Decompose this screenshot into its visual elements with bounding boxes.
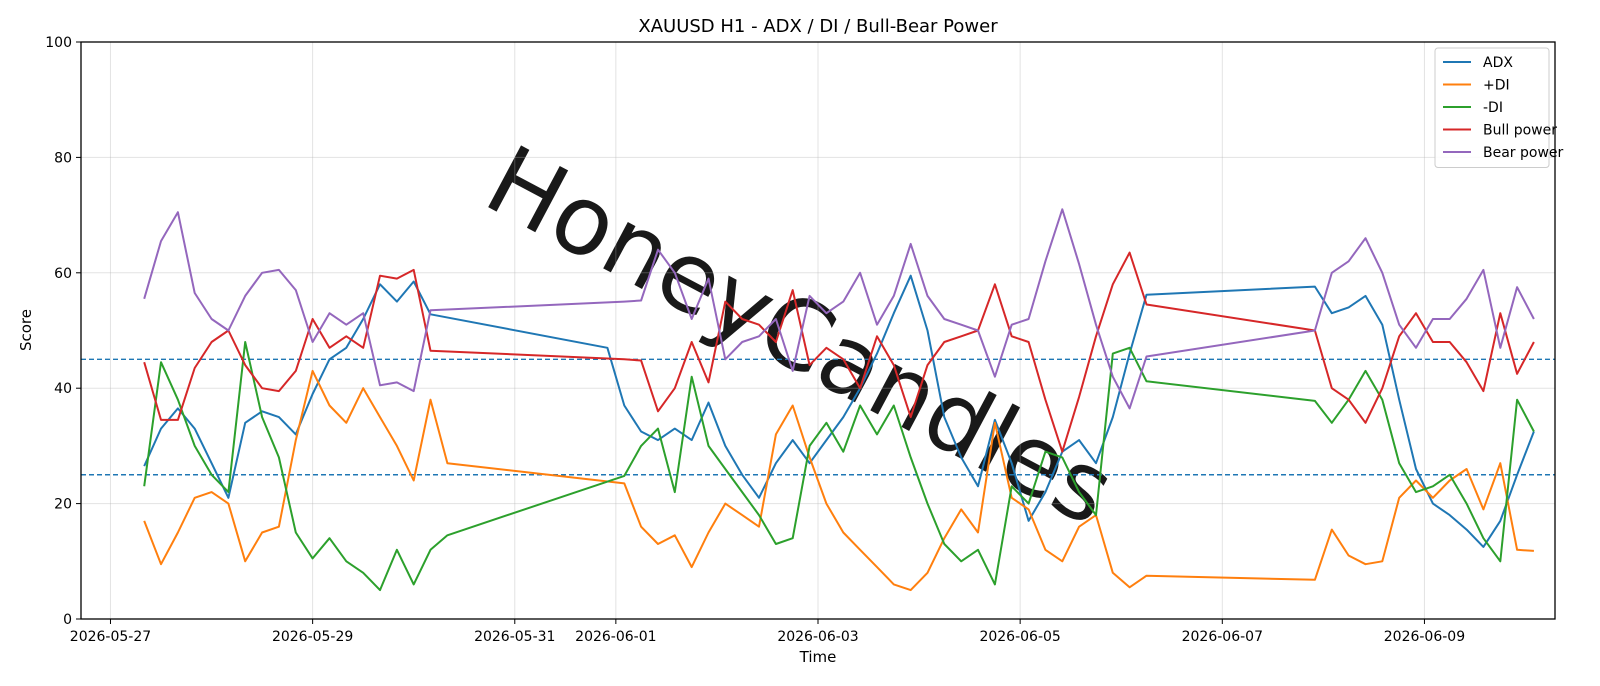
x-tick-label: 2026-06-07 bbox=[1182, 629, 1263, 645]
x-axis-ticks: 2026-05-27 2026-05-29 2026-05-31 2026-06-01… bbox=[70, 619, 1465, 645]
series-line--di bbox=[143, 369, 1534, 592]
legend-label: ADX bbox=[1483, 55, 1513, 71]
y-axis-ticks: 0 20 40 60 80 100 bbox=[45, 35, 81, 628]
x-axis-label: Time bbox=[799, 648, 837, 666]
x-tick-label: 2026-06-09 bbox=[1384, 629, 1465, 645]
series-line-bear-power bbox=[143, 208, 1535, 410]
series-layer bbox=[143, 208, 1535, 592]
series-line-bull-power bbox=[143, 251, 1535, 453]
y-tick-label: 80 bbox=[54, 150, 72, 166]
threshold-lines bbox=[81, 358, 1555, 476]
legend-label: +DI bbox=[1483, 78, 1510, 94]
x-tick-label: 2026-06-01 bbox=[575, 629, 656, 645]
x-tick-label: 2026-05-27 bbox=[70, 629, 151, 645]
x-tick-label: 2026-05-29 bbox=[272, 629, 353, 645]
legend: ADX +DI -DI Bull power Bear power bbox=[1434, 47, 1564, 168]
y-tick-label: 40 bbox=[54, 381, 72, 397]
y-tick-label: 20 bbox=[54, 497, 72, 513]
x-tick-label: 2026-05-31 bbox=[474, 629, 555, 645]
x-tick-label: 2026-06-03 bbox=[777, 629, 858, 645]
legend-box bbox=[1434, 47, 1550, 168]
y-tick-label: 100 bbox=[45, 35, 72, 51]
legend-label: -DI bbox=[1483, 100, 1503, 116]
legend-label: Bull power bbox=[1483, 123, 1557, 139]
legend-label: Bear power bbox=[1483, 145, 1564, 161]
chart-title: XAUUSD H1 - ADX / DI / Bull-Bear Power bbox=[638, 16, 998, 37]
series-line-adx bbox=[143, 274, 1535, 548]
y-axis-label: Score bbox=[17, 309, 35, 351]
y-tick-label: 0 bbox=[63, 612, 72, 628]
x-tick-label: 2026-06-05 bbox=[979, 629, 1060, 645]
grid bbox=[81, 41, 1555, 620]
series-line--di bbox=[143, 341, 1535, 592]
y-tick-label: 60 bbox=[54, 266, 72, 282]
